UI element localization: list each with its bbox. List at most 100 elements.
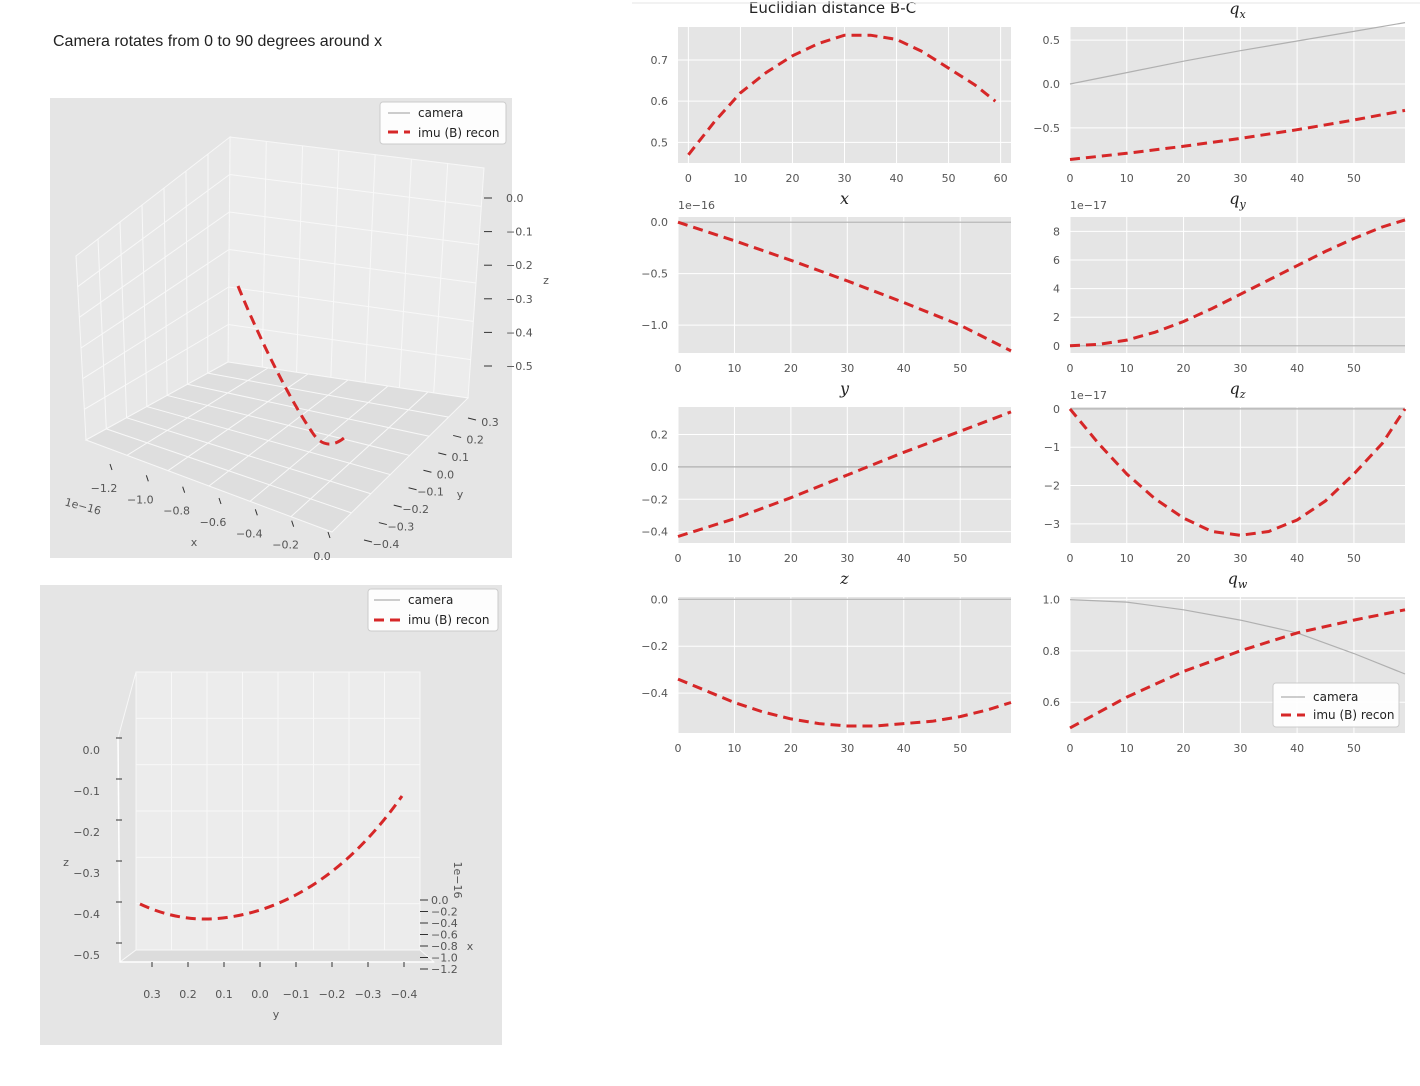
x-tick-label: 10	[1120, 362, 1134, 375]
grid-line	[126, 367, 269, 456]
x-tick-label: 20	[785, 172, 799, 185]
x-tick-label: 50	[953, 552, 967, 565]
y-tick-label: −0.2	[641, 493, 668, 506]
x-tick	[218, 497, 222, 505]
x-tick-label: 30	[840, 742, 854, 755]
series-line-camera	[1069, 599, 1406, 675]
x-tick-label: 0.0	[313, 550, 331, 563]
x-tick-label: 20	[1177, 742, 1191, 755]
subplot-title: x	[840, 189, 849, 208]
y-tick-label: −2	[1044, 480, 1060, 493]
subplot-title: qy	[1229, 189, 1246, 211]
x-tick-label: 10	[727, 552, 741, 565]
x-tick-label: −0.6	[431, 929, 458, 942]
y-tick-label: 6	[1053, 254, 1060, 267]
y-tick-label: 0.5	[1043, 34, 1061, 47]
y-tick-label: −0.5	[1033, 122, 1060, 135]
subplot-qz: 0 10 20 30 40 50 −3 −2 −1 0 1e−17 qz	[1044, 379, 1407, 565]
subplot-title: qz	[1229, 379, 1245, 401]
series-line-imu	[677, 677, 1012, 728]
y-tick	[393, 504, 402, 508]
grid-line	[208, 379, 349, 487]
x-tick-label: 0	[675, 362, 682, 375]
y-tick-label: 0.2	[179, 988, 197, 1001]
x-tick-label: 40	[1290, 362, 1304, 375]
y-tick-label: −0.4	[641, 526, 668, 539]
grid-line	[249, 385, 389, 502]
x-tick-label: 40	[890, 172, 904, 185]
x-tick-label: 10	[1120, 172, 1134, 185]
x-tick-label: −1.2	[431, 963, 458, 976]
y-tick	[467, 417, 477, 421]
x-tick	[109, 463, 113, 471]
legend-entry-imu: imu (B) recon	[418, 126, 499, 140]
y-tick-label: −1	[1044, 441, 1060, 454]
y-tick-label: 0.0	[1043, 78, 1061, 91]
subplot-qy: 0 10 20 30 40 50 0 2 4 6 8 1e−17 qy	[1053, 189, 1406, 375]
x-tick-label: 40	[1290, 742, 1304, 755]
subplot-title: y	[839, 379, 850, 398]
series-line-imu	[1069, 608, 1406, 730]
plot-area	[1070, 27, 1405, 163]
y-scale-label: 1e−17	[1070, 199, 1107, 212]
z-tick-label: −0.5	[73, 949, 100, 962]
subplot-3d-view2: 0.0 −0.1 −0.2 −0.3 −0.4 −0.5 z 0.3 0.2 0.1 0.0 −0.1…	[40, 585, 502, 1045]
y-tick-label: 0.2	[651, 429, 669, 442]
y-tick-label: 0.8	[1043, 645, 1061, 658]
y-tick-label: 0.6	[651, 95, 669, 108]
y-tick-label: 0.0	[437, 468, 455, 481]
grid-line	[228, 324, 471, 361]
subplot-title: Euclidian distance B-C	[749, 0, 916, 17]
x-tick-label: −0.2	[272, 539, 299, 552]
x-tick	[254, 509, 258, 516]
grid-line	[84, 324, 229, 410]
y-tick-label: −0.2	[641, 640, 668, 653]
legend-entry-camera: camera	[418, 106, 463, 120]
subplot-title: z	[839, 569, 849, 588]
x-tick-label: 30	[840, 552, 854, 565]
y-tick-label: 4	[1053, 283, 1060, 296]
grid-line	[228, 286, 474, 322]
figure-caption: Camera rotates from 0 to 90 degrees arou…	[53, 33, 383, 50]
x-tick-label: −0.2	[431, 906, 458, 919]
y-tick-label: −0.1	[283, 988, 310, 1001]
grid-line	[290, 391, 429, 518]
series-line-imu	[677, 220, 1012, 353]
series-line-imu-3d	[236, 285, 345, 446]
x-tick-label: 20	[1177, 552, 1191, 565]
y-axis-label: y	[457, 488, 464, 501]
subplot-title: qw	[1228, 569, 1248, 591]
y-tick-label: 0.1	[452, 451, 470, 464]
x-tick-label: 20	[784, 362, 798, 375]
x-tick-label: −0.4	[236, 527, 263, 540]
grid-line	[82, 286, 229, 380]
z-tick-label: −0.1	[73, 785, 100, 798]
x-tick-label: −0.4	[431, 917, 458, 930]
plot-area	[678, 217, 1011, 353]
series-line-imu	[687, 33, 997, 156]
x-tick-label: 30	[1233, 172, 1247, 185]
legend-entry-camera: camera	[1313, 690, 1358, 704]
z-tick-label: 0.0	[506, 192, 524, 205]
grid-line	[80, 249, 230, 349]
y-tick	[423, 469, 432, 473]
x-tick-label: 50	[953, 362, 967, 375]
z-tick-label: 0.0	[83, 744, 101, 757]
grid-line	[79, 211, 230, 318]
x-tick-label: 0	[685, 172, 692, 185]
x-tick-label: 0	[675, 742, 682, 755]
x-tick	[291, 520, 295, 527]
x-tick-label: 40	[897, 742, 911, 755]
x-tick-label: 0	[1067, 552, 1074, 565]
z-tick-label: −0.3	[506, 293, 533, 306]
x-tick-label: 10	[733, 172, 747, 185]
x-tick-label: 0	[1067, 742, 1074, 755]
y-axis-label: y	[273, 1008, 280, 1021]
series-line-imu	[677, 410, 1012, 538]
y-tick-label: −1.0	[641, 319, 668, 332]
y-tick-label: 0.0	[651, 461, 669, 474]
y-tick	[438, 452, 447, 456]
y-tick-label: −0.2	[402, 503, 429, 516]
series-line-camera	[1069, 22, 1406, 85]
plot-area	[1070, 217, 1405, 353]
